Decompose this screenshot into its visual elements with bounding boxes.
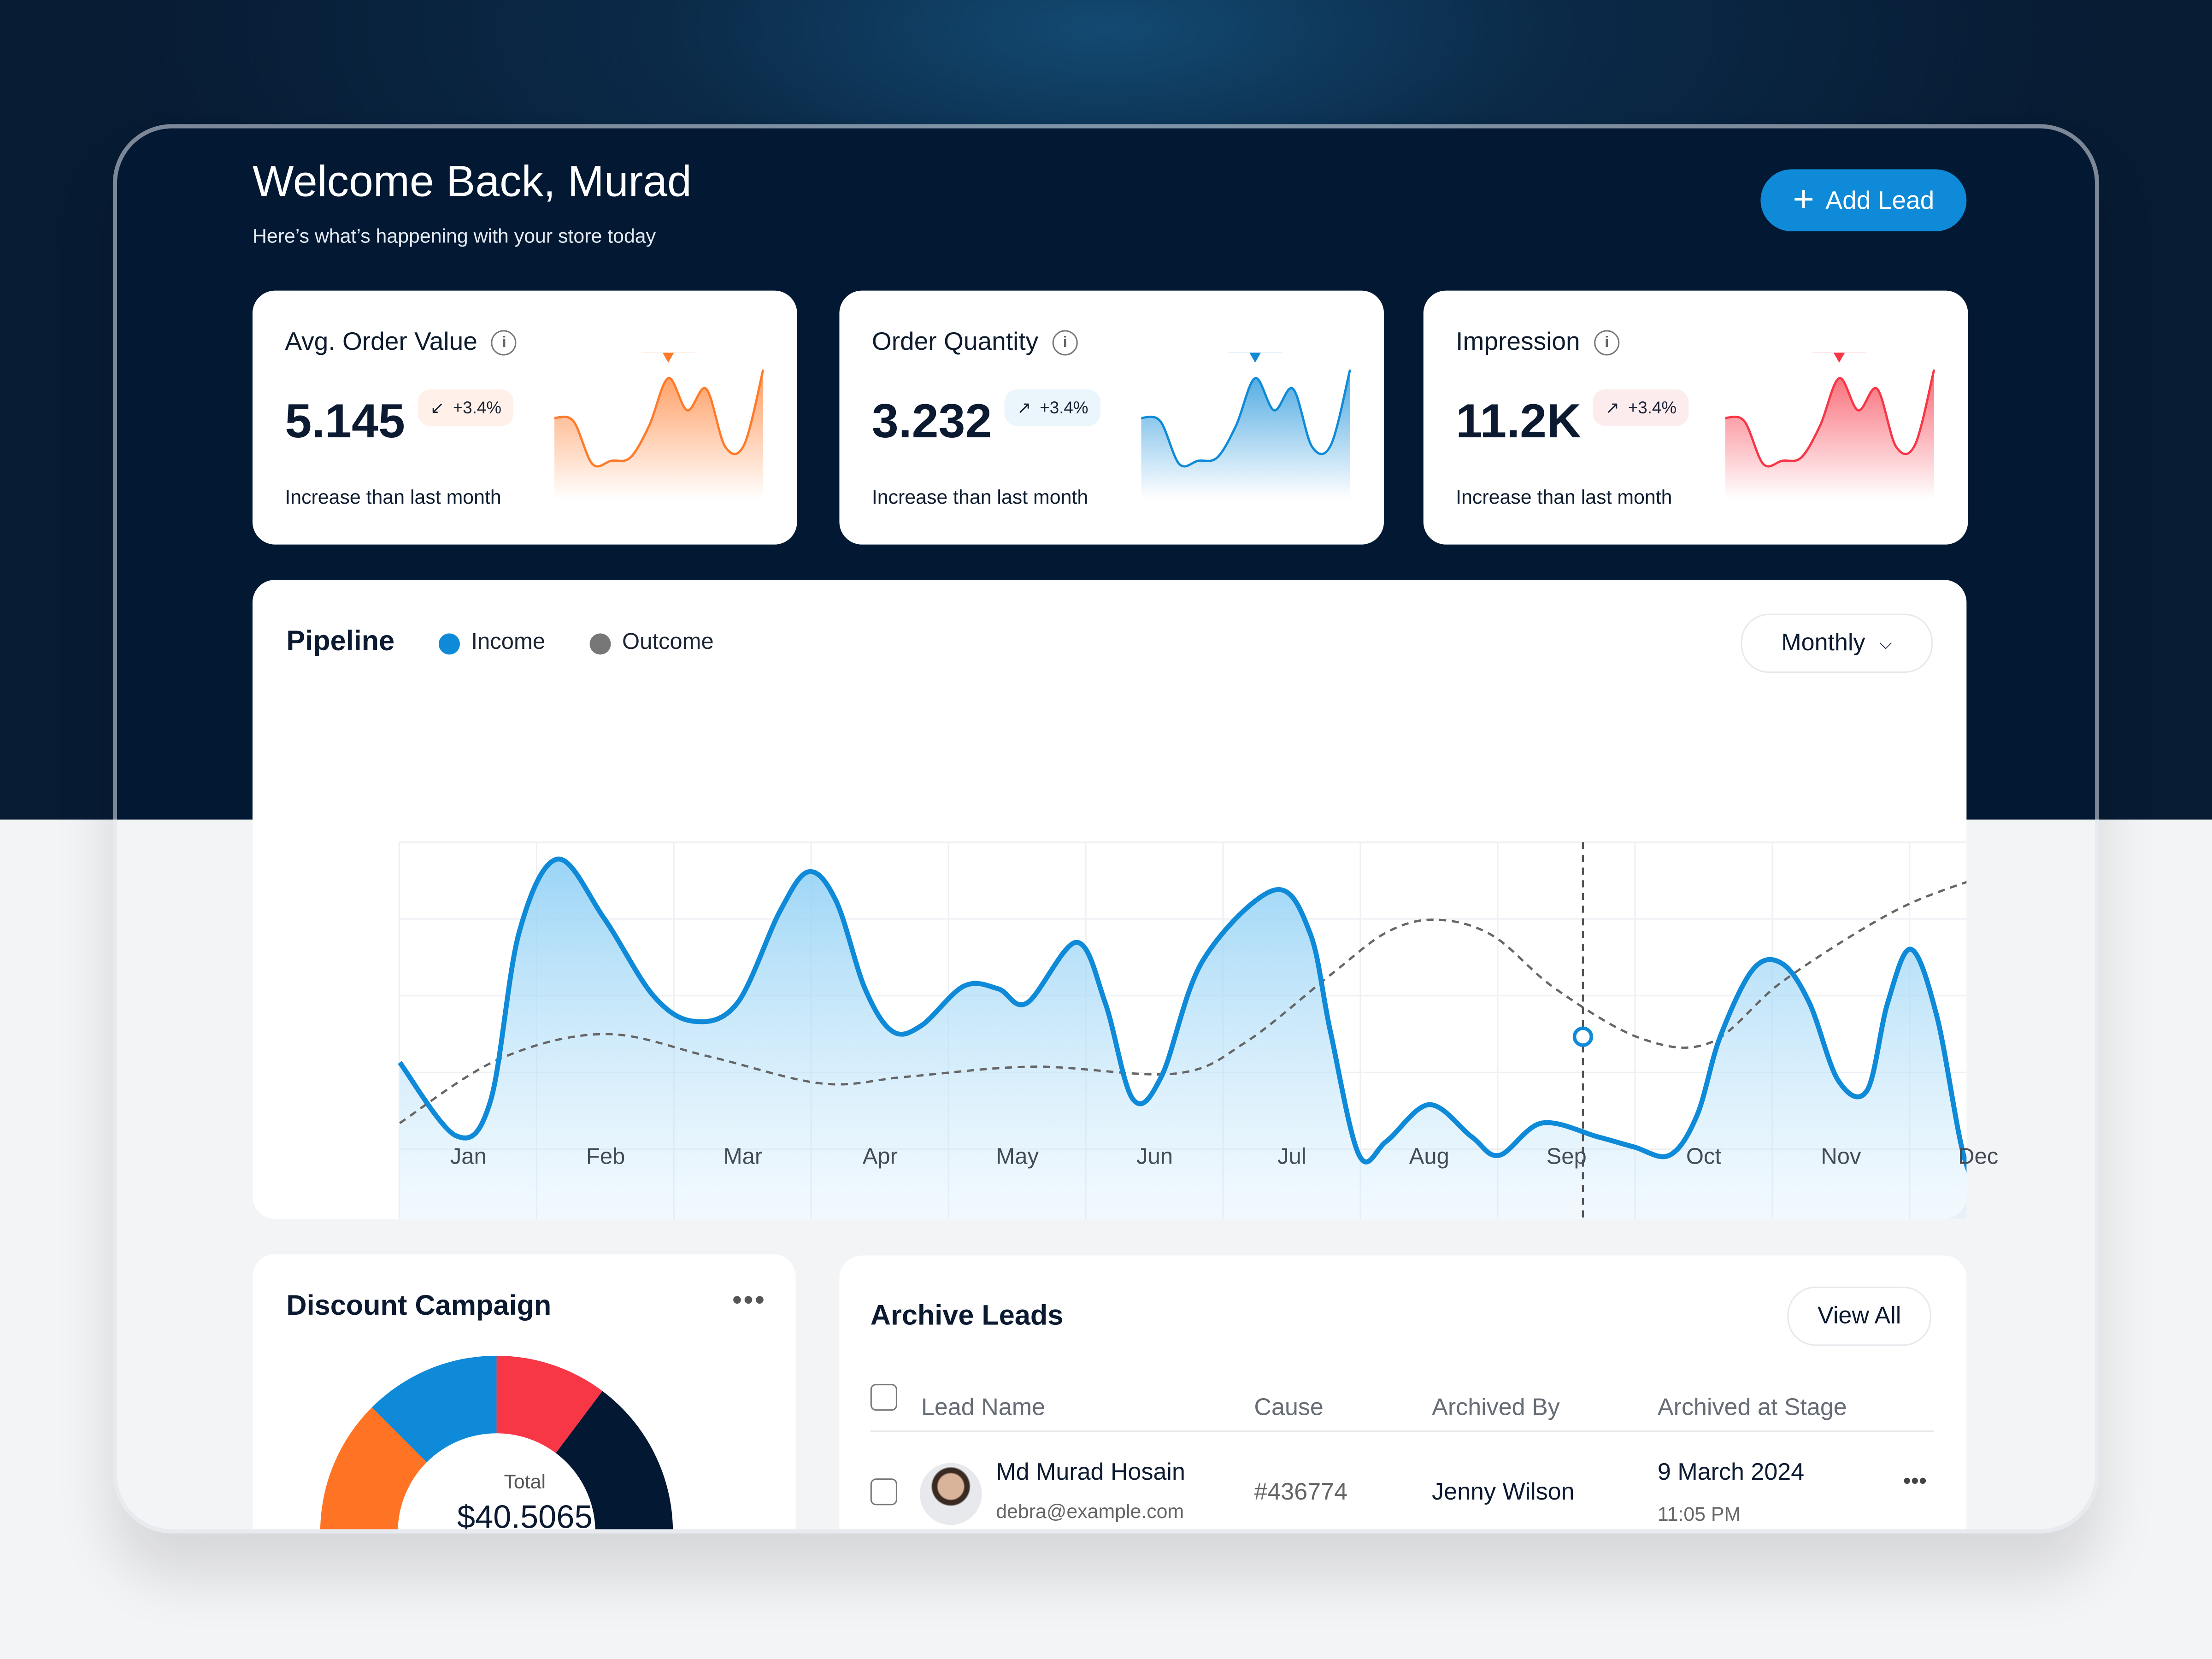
info-icon[interactable]: i [491,329,517,355]
kpi-note: Increase than last month [285,485,501,508]
archived-date: 9 March 2024 [1657,1459,1805,1486]
col-cause[interactable]: Cause [1254,1394,1324,1421]
kpi-label: Avg. Order Value i [285,327,517,357]
up-right-arrow-icon: ↗ [1605,398,1620,418]
select-all-checkbox[interactable] [870,1384,897,1411]
down-left-arrow-icon: ↙ [430,398,445,418]
sparkline-chart: 45% [1141,353,1351,500]
archive-leads-card: Archive Leads View All Lead Name Cause A… [839,1255,1967,1530]
total-value: $40.5065 [457,1498,593,1534]
avatar [919,1463,982,1525]
kpi-value: 3.232 [871,395,992,449]
kpi-value: 5.145 [285,395,405,449]
dashboard-window: Welcome Back, Murad Here’s what’s happen… [112,124,2100,1534]
peak-badge: 45% [1812,353,1866,363]
income-line [398,856,1967,1173]
sparkline-line [554,369,765,468]
x-tick-label: Oct [1686,1145,1722,1170]
discount-donut-chart [320,1355,673,1530]
x-tick-label: Feb [586,1145,625,1170]
kpi-label: Order Quantity i [872,327,1078,357]
sparkline-area [554,370,764,500]
period-dropdown[interactable]: Monthly ⌵ [1741,613,1933,673]
page-title: Welcome Back, Murad [252,156,692,206]
lead-cause: #436774 [1254,1478,1348,1506]
add-lead-button[interactable]: + Add Lead [1760,169,1967,232]
row-more-icon[interactable]: ••• [1903,1470,1927,1494]
total-label: Total [504,1470,546,1493]
kpi-card: Avg. Order Value i 5.145 ↙ +3.4% Increase … [252,290,797,545]
kpi-value: 11.2K [1456,395,1582,449]
change-badge: ↗ +3.4% [1004,389,1101,426]
x-tick-label: Jul [1277,1145,1306,1170]
pipeline-title: Pipeline [286,626,395,658]
lead-email: debra@example.com [996,1500,1184,1523]
info-icon[interactable]: i [1594,329,1620,355]
row-checkbox[interactable] [870,1478,897,1506]
x-tick-label: Jan [450,1145,487,1170]
x-tick-label: May [996,1145,1039,1170]
sparkline-area [1141,370,1350,500]
pipeline-chart [398,841,1967,1219]
x-tick-label: Aug [1409,1145,1449,1170]
col-lead-name[interactable]: Lead Name [921,1394,1046,1421]
donut-segment [371,1355,497,1462]
donut-segment [496,1355,603,1453]
sparkline-area [1725,370,1934,500]
chevron-down-icon: ⌵ [1879,632,1893,653]
col-archived-stage[interactable]: Archived at Stage [1657,1394,1847,1421]
sparkline-line [1141,369,1351,468]
up-right-arrow-icon: ↗ [1017,398,1031,418]
discount-title: Discount Campaign [286,1291,552,1322]
kpi-label: Impression i [1456,327,1620,357]
change-badge: ↗ +3.4% [1593,389,1689,426]
x-tick-label: Nov [1821,1145,1861,1170]
kpi-card: Impression i 11.2K ↗ +3.4% Increase than l… [1423,290,1968,545]
x-tick-label: Dec [1958,1145,1999,1170]
page-subtitle: Here’s what’s happening with your store … [252,224,656,247]
legend-income: Income [439,630,545,656]
sparkline-chart: 45% [1725,353,1936,500]
col-archived-by[interactable]: Archived By [1432,1394,1560,1421]
pipeline-card: Pipeline Income Outcome Monthly ⌵ Jan Feb M… [252,580,1998,1219]
kpi-note: Increase than last month [871,485,1088,508]
archived-by: Jenny Wilson [1432,1478,1575,1506]
donut-segment [556,1391,673,1530]
donut-segment [320,1407,427,1530]
view-all-button[interactable]: View All [1787,1286,1931,1346]
plus-icon: + [1793,177,1814,220]
peak-badge: 45% [641,353,695,363]
x-tick-label: Apr [862,1145,898,1170]
more-options-icon[interactable]: ••• [732,1285,766,1317]
peak-badge: 45% [1228,353,1282,363]
kpi-card: Order Quantity i 3.232 ↗ +3.4% Increase th… [839,290,1384,545]
sparkline-line [1725,369,1936,468]
archive-title: Archive Leads [870,1300,1064,1332]
x-tick-label: Jun [1136,1145,1173,1170]
legend-outcome: Outcome [589,630,714,656]
discount-campaign-card: Discount Campaign ••• Total $40.5065 [252,1254,796,1534]
highlight-point [1572,1026,1594,1047]
x-tick-label: Mar [723,1145,763,1170]
info-icon[interactable]: i [1052,329,1078,355]
x-tick-label: Sep [1546,1145,1587,1170]
change-badge: ↙ +3.4% [418,389,514,426]
kpi-note: Increase than last month [1456,485,1672,508]
lead-name: Md Murad Hosain [996,1459,1185,1486]
sparkline-chart: 45% [554,353,765,500]
archived-time: 11:05 PM [1657,1502,1741,1525]
